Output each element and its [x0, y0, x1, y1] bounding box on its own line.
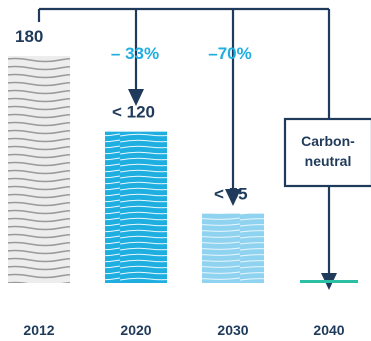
- bar-2012: [8, 56, 70, 283]
- arrowhead-2030: [225, 189, 241, 206]
- category-label-2040: 2040: [313, 322, 344, 338]
- carbon-neutral-line-1: Carbon-: [301, 133, 355, 149]
- carbon-neutral-box: Carbon- neutral: [283, 117, 371, 188]
- reduction-label-2020: – 33%: [111, 44, 159, 63]
- value-label-2030: < 55: [214, 185, 248, 204]
- connector-lines: [37, 7, 329, 22]
- arrow-2020: [128, 9, 144, 106]
- reduction-label-2030: –70%: [208, 44, 251, 63]
- bar-2040: [300, 280, 358, 283]
- bars: [8, 56, 358, 283]
- bar-2020: [105, 131, 167, 283]
- value-label-2020: < 120: [112, 103, 155, 122]
- arrow-2030: [225, 9, 241, 206]
- bar-2030: [202, 213, 264, 283]
- carbon-neutral-line-2: neutral: [305, 153, 352, 169]
- category-label-2012: 2012: [23, 322, 54, 338]
- category-label-2020: 2020: [120, 322, 151, 338]
- category-label-2030: 2030: [217, 322, 248, 338]
- value-label-2012: 180: [15, 27, 43, 46]
- arrowhead-2020: [128, 89, 144, 106]
